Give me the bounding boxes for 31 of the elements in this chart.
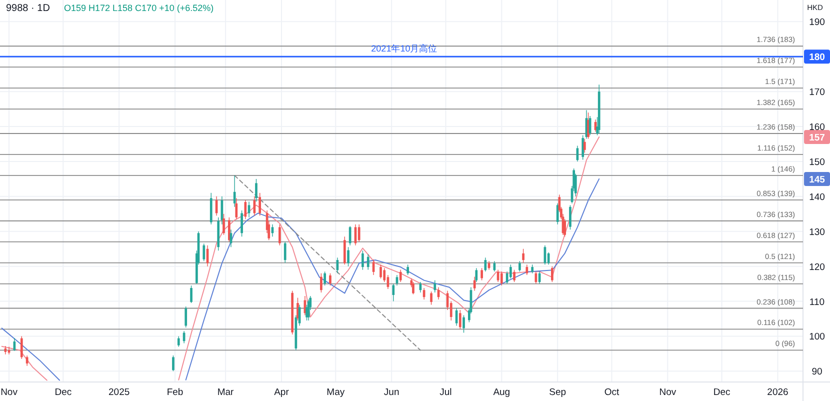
annotation: 2021年10月高位 bbox=[371, 44, 438, 54]
x-tick-label: Dec bbox=[54, 387, 72, 398]
y-tick-label: 170 bbox=[809, 87, 825, 98]
x-tick-label: Feb bbox=[166, 387, 184, 398]
y-tick-label: 130 bbox=[809, 226, 825, 238]
x-tick-label: Sep bbox=[549, 387, 566, 398]
x-tick-label: Oct bbox=[604, 387, 620, 398]
y-tick-label: 160 bbox=[809, 122, 825, 134]
annotation: 157 bbox=[809, 132, 825, 144]
y-tick-label: 190 bbox=[809, 17, 825, 28]
x-tick-label: Jun bbox=[384, 387, 400, 398]
y-tick-label: 110 bbox=[809, 296, 825, 308]
y-tick-label: 150 bbox=[809, 156, 825, 168]
x-tick-label: Nov bbox=[0, 387, 18, 398]
x-tick-label: May bbox=[326, 387, 345, 398]
x-tick-label: Nov bbox=[659, 387, 676, 398]
chart-subtitle: O159 H172 L158 C170 +10 (+6.52%) bbox=[64, 3, 214, 13]
y-tick-label: 100 bbox=[809, 332, 825, 343]
x-tick-label: 2026 bbox=[767, 387, 788, 398]
y-tick-label: 180 bbox=[809, 52, 825, 64]
x-tick-label: 2025 bbox=[108, 387, 130, 398]
y-tick-label: 120 bbox=[809, 262, 825, 273]
x-tick-label: Jul bbox=[440, 387, 452, 398]
y-tick-label: 90 bbox=[812, 366, 822, 378]
x-tick-label: Dec bbox=[713, 387, 730, 398]
annotation: 145 bbox=[809, 174, 826, 186]
x-tick-label: Apr bbox=[274, 387, 289, 398]
y-tick-label: 140 bbox=[809, 192, 825, 203]
x-tick-label: Mar bbox=[217, 387, 234, 398]
chart-title: 9988 · 1D bbox=[6, 3, 50, 14]
x-tick-label: Aug bbox=[493, 387, 510, 398]
